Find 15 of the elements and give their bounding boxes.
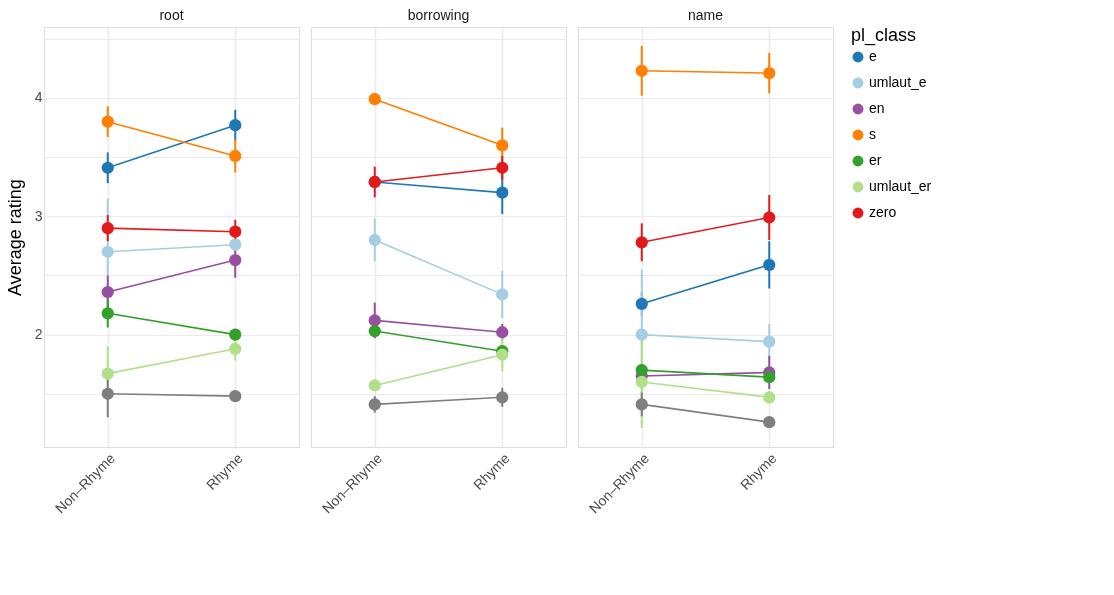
legend-label: er — [869, 152, 882, 168]
legend-label: e — [869, 48, 877, 64]
legend-label: zero — [869, 204, 897, 220]
y-tick-label: 3 — [34, 207, 43, 224]
chart-title: root — [159, 7, 184, 23]
y-tick-label: 4 — [34, 89, 43, 106]
y-tick-label: 2 — [34, 326, 43, 343]
legend-label: s — [869, 126, 876, 142]
chart-title: borrowing — [407, 7, 470, 23]
legend-label: umlaut_e — [869, 74, 927, 90]
legend-title: pl_class — [851, 25, 917, 46]
legend-label: en — [869, 100, 885, 116]
legend-label: umlaut_er — [869, 178, 932, 194]
y-axis-title: Average rating — [4, 179, 25, 296]
chart-title: name — [687, 7, 724, 23]
